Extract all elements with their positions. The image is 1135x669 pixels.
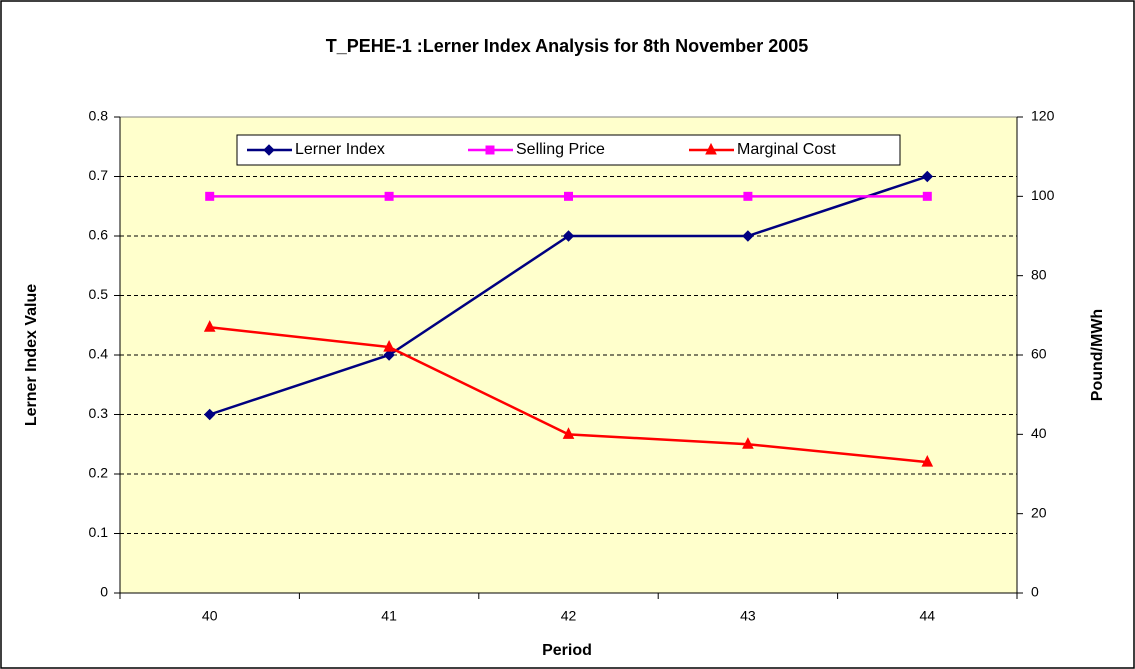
x-tick-label: 44 <box>920 608 936 624</box>
x-tick-label: 42 <box>561 608 577 624</box>
x-tick-label: 40 <box>202 608 218 624</box>
data-point <box>922 191 932 201</box>
y-tick-label: 0.5 <box>89 286 109 302</box>
legend-marker <box>705 142 717 155</box>
data-point <box>564 191 573 201</box>
y-tick-label: 0.6 <box>89 227 109 243</box>
legend-label: Lerner Index <box>295 141 385 158</box>
data-point <box>203 408 216 421</box>
legend-label: Selling Price <box>516 141 605 158</box>
data-point <box>203 320 216 332</box>
legend-box <box>236 134 901 166</box>
legend-marker <box>263 144 275 156</box>
data-point <box>562 427 575 439</box>
y-tick-label: 0.2 <box>89 465 109 481</box>
chart-title: T_PEHE-1 :Lerner Index Analysis for 8th … <box>326 36 809 56</box>
y2-tick-label: 80 <box>1031 266 1047 282</box>
legend-marker <box>485 145 495 155</box>
y-tick-label: 0.3 <box>89 405 109 421</box>
y-tick-label: 0.8 <box>89 108 109 124</box>
x-tick-label: 43 <box>740 608 756 624</box>
data-point <box>384 191 394 201</box>
y-tick-label: 0.7 <box>89 167 109 183</box>
data-point <box>742 230 754 242</box>
data-point <box>562 230 575 242</box>
data-point <box>205 191 215 201</box>
y2-tick-label: 60 <box>1031 346 1047 362</box>
y-tick-label: 0 <box>100 584 108 600</box>
data-point <box>383 349 395 361</box>
data-point <box>383 339 395 352</box>
y2-tick-label: 20 <box>1031 504 1047 520</box>
y2-tick-label: 0 <box>1031 584 1039 600</box>
y2-tick-label: 120 <box>1031 108 1055 124</box>
x-tick-label: 41 <box>381 608 397 624</box>
data-point <box>742 437 754 449</box>
y-axis-label: Lerner Index Value <box>23 284 40 426</box>
data-point <box>921 454 934 467</box>
legend-label: Marginal Cost <box>737 141 836 158</box>
y-tick-label: 0.4 <box>89 346 109 362</box>
x-axis-label: Period <box>542 642 592 659</box>
y2-tick-label: 40 <box>1031 425 1047 441</box>
data-point <box>921 170 934 183</box>
data-point <box>743 191 753 201</box>
y2-axis-label: Pound/MWh <box>1089 309 1106 401</box>
y-tick-label: 0.1 <box>89 524 109 540</box>
y2-tick-label: 100 <box>1031 187 1055 203</box>
